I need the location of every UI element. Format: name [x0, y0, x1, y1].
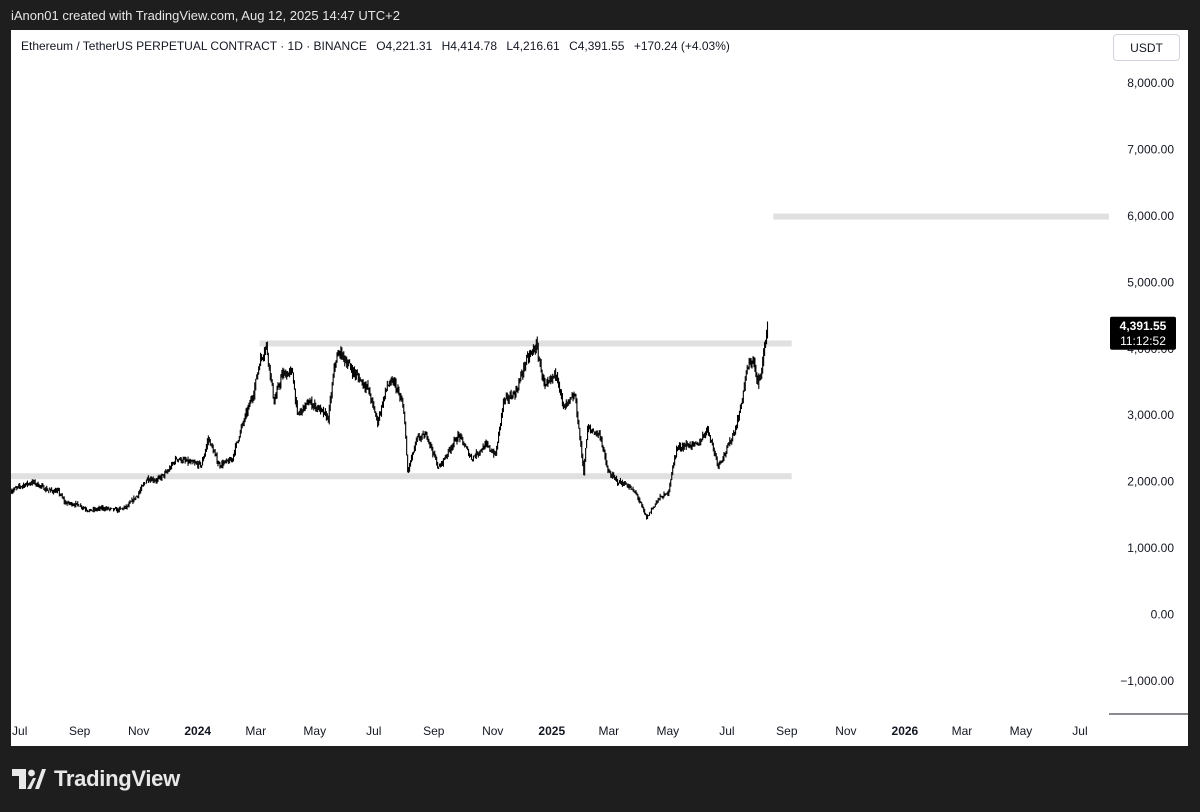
legend-change: +170.24 (+4.03%)	[633, 39, 730, 53]
time-tick-label: May	[657, 724, 680, 738]
time-tick-label: Nov	[128, 724, 149, 738]
price-tick-label: 0.00	[1151, 607, 1175, 621]
time-tick-label: Jul	[719, 724, 734, 738]
time-tick-label: 2025	[538, 724, 565, 738]
current-price-value: 4,391.55	[1120, 319, 1167, 333]
time-tick-label: Nov	[835, 724, 856, 738]
bar-countdown: 11:12:52	[1120, 334, 1166, 348]
price-chart[interactable]: 8,000.007,000.006,000.005,000.004,000.00…	[11, 30, 1188, 746]
time-tick-label: May	[303, 724, 326, 738]
tradingview-logo-icon	[12, 769, 46, 789]
time-tick-label: Sep	[69, 724, 91, 738]
zone-band-0	[259, 340, 792, 347]
legend-open: O4,221.31	[376, 39, 433, 53]
price-tick-label: 1,000.00	[1127, 541, 1174, 555]
tradingview-brand[interactable]: TradingView	[12, 766, 180, 792]
chart-caption: iAnon01 created with TradingView.com, Au…	[11, 8, 400, 23]
time-tick-label: Mar	[599, 724, 620, 738]
price-tick-label: 7,000.00	[1127, 143, 1174, 157]
time-tick-label: 2026	[892, 724, 919, 738]
time-tick-label: Jul	[12, 724, 27, 738]
symbol-title: Ethereum / TetherUS PERPETUAL CONTRACT ·…	[21, 39, 367, 53]
zone-band-1	[11, 473, 792, 480]
price-tick-label: 6,000.00	[1127, 209, 1174, 223]
legend-low: L4,216.61	[506, 39, 560, 53]
price-tick-label: 3,000.00	[1127, 408, 1174, 422]
zone-band-2	[773, 213, 1109, 220]
time-tick-label: Mar	[245, 724, 266, 738]
legend-close: C4,391.55	[569, 39, 625, 53]
time-tick-label: Sep	[423, 724, 445, 738]
time-tick-label: Mar	[952, 724, 973, 738]
time-tick-label: Jul	[1072, 724, 1087, 738]
price-tick-label: 2,000.00	[1127, 475, 1174, 489]
price-tick-label: 5,000.00	[1127, 275, 1174, 289]
time-tick-label: Jul	[366, 724, 381, 738]
current-price-label	[1110, 316, 1176, 350]
brand-name: TradingView	[54, 766, 180, 791]
chart-panel[interactable]: 8,000.007,000.006,000.005,000.004,000.00…	[11, 30, 1188, 746]
time-tick-label: Nov	[482, 724, 503, 738]
price-tick-label: −1,000.00	[1120, 674, 1174, 688]
time-tick-label: May	[1010, 724, 1033, 738]
legend-high: H4,414.78	[441, 39, 497, 53]
currency-selector-button[interactable]: USDT	[1113, 34, 1180, 61]
price-tick-label: 8,000.00	[1127, 76, 1174, 90]
time-tick-label: 2024	[184, 724, 211, 738]
symbol-legend: Ethereum / TetherUS PERPETUAL CONTRACT ·…	[21, 39, 730, 53]
time-tick-label: Sep	[776, 724, 798, 738]
